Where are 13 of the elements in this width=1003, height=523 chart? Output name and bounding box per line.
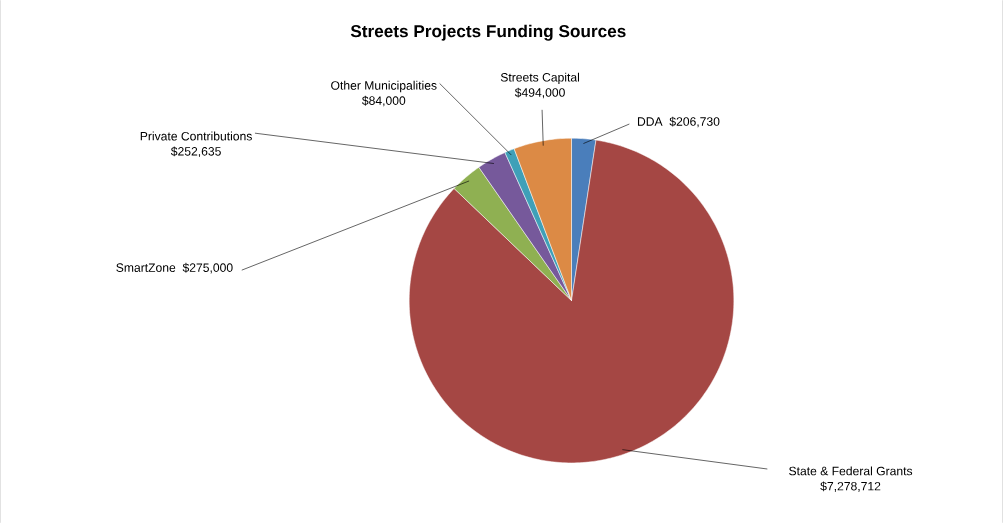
slice-label: Other Municipalities: [331, 80, 437, 93]
slice-label: Private Contributions: [140, 131, 252, 141]
slice-label: SmartZone: [116, 263, 176, 272]
slice-label: Streets Capital: [500, 72, 580, 85]
data-label: $252,635: [170, 146, 221, 158]
chart-title: Streets Projects Funding Sources: [350, 24, 626, 41]
slice-label: State & Federal Grants: [789, 466, 913, 476]
data-label: $275,000: [182, 262, 233, 274]
data-label: $206,730: [669, 116, 720, 128]
slice-label: DDA: [637, 117, 663, 126]
data-label: $7,278,712: [820, 481, 881, 492]
data-label: $84,000: [362, 95, 406, 107]
data-label: $494,000: [514, 87, 565, 99]
